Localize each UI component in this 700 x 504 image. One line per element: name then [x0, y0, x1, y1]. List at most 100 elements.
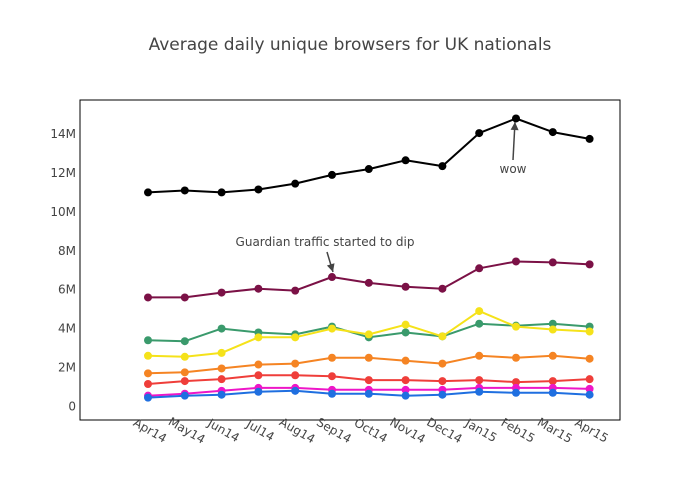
series-5	[144, 371, 594, 389]
plot-area	[79, 99, 621, 421]
data-point	[475, 307, 484, 316]
data-point	[512, 257, 520, 266]
data-point	[475, 264, 484, 273]
data-point	[291, 333, 300, 342]
data-point	[144, 369, 152, 378]
data-point	[364, 389, 373, 398]
data-point	[475, 319, 484, 328]
data-point	[401, 376, 410, 385]
data-point	[585, 354, 594, 363]
data-point	[585, 390, 594, 399]
data-point	[254, 360, 263, 369]
annotation-text: Guardian traffic started to dip	[236, 235, 415, 249]
data-point	[180, 368, 189, 377]
y-tick-label: 12M	[50, 166, 76, 180]
data-point	[217, 288, 226, 297]
data-point	[328, 324, 336, 333]
series-3	[144, 307, 594, 361]
data-point	[217, 364, 226, 373]
data-point	[548, 319, 557, 328]
data-point	[438, 359, 447, 368]
data-point	[217, 390, 226, 399]
data-point	[548, 258, 557, 267]
annotation-arrowhead	[510, 122, 519, 131]
chart-title: Average daily unique browsers for UK nat…	[149, 35, 552, 55]
y-tick-label: 6M	[58, 283, 76, 297]
data-point	[401, 391, 410, 400]
data-point	[144, 393, 152, 402]
data-point	[328, 273, 336, 282]
data-point	[180, 391, 189, 400]
data-point	[401, 320, 410, 329]
y-tick-label: 8M	[58, 244, 76, 258]
data-point	[401, 385, 410, 394]
series-7	[144, 386, 594, 402]
data-point	[364, 278, 373, 287]
annotation-arrowhead	[326, 263, 335, 272]
data-point	[364, 330, 373, 339]
data-point	[180, 377, 189, 386]
data-point	[438, 284, 447, 293]
data-point	[328, 372, 336, 381]
data-point	[254, 333, 263, 342]
data-point	[328, 170, 336, 179]
data-point	[291, 359, 300, 368]
data-point	[585, 260, 594, 269]
data-point	[254, 185, 263, 194]
data-point	[512, 378, 520, 387]
data-point	[548, 325, 557, 334]
annotation: Guardian traffic started to dip	[236, 235, 415, 273]
data-point	[291, 386, 300, 395]
data-point	[144, 351, 152, 360]
series-layer	[144, 114, 594, 402]
data-point	[438, 390, 447, 399]
data-point	[291, 286, 300, 295]
data-point	[217, 375, 226, 384]
data-point	[328, 389, 336, 398]
data-point	[144, 380, 152, 389]
data-point	[475, 387, 484, 396]
annotation: wow	[500, 121, 527, 176]
series-4	[144, 351, 594, 378]
data-point	[180, 186, 189, 195]
data-point	[512, 388, 520, 397]
data-point	[254, 387, 263, 396]
data-point	[585, 327, 594, 336]
data-point	[144, 188, 152, 197]
data-point	[585, 134, 594, 143]
data-point	[364, 353, 373, 362]
data-point	[364, 165, 373, 174]
data-point	[512, 114, 520, 123]
data-point	[328, 353, 336, 362]
y-tick-label: 0	[68, 399, 76, 413]
data-point	[548, 377, 557, 386]
data-point	[548, 388, 557, 397]
data-point	[438, 377, 447, 386]
data-point	[180, 337, 189, 346]
data-point	[217, 188, 226, 197]
data-point	[291, 179, 300, 188]
data-point	[254, 371, 263, 380]
data-point	[475, 129, 484, 138]
data-point	[364, 376, 373, 385]
data-point	[438, 162, 447, 171]
data-point	[144, 336, 152, 345]
data-point	[585, 375, 594, 384]
data-point	[438, 332, 447, 341]
data-point	[548, 128, 557, 137]
data-point	[217, 348, 226, 357]
data-point	[401, 356, 410, 365]
data-point	[180, 352, 189, 361]
data-point	[512, 353, 520, 362]
series-0	[144, 114, 594, 197]
annotation-layer: Guardian traffic started to dip wow	[236, 121, 527, 273]
data-point	[401, 328, 410, 337]
data-point	[401, 156, 410, 165]
data-point	[585, 384, 594, 393]
data-point	[144, 293, 152, 302]
data-point	[180, 293, 189, 302]
data-point	[475, 376, 484, 385]
data-point	[475, 351, 484, 360]
